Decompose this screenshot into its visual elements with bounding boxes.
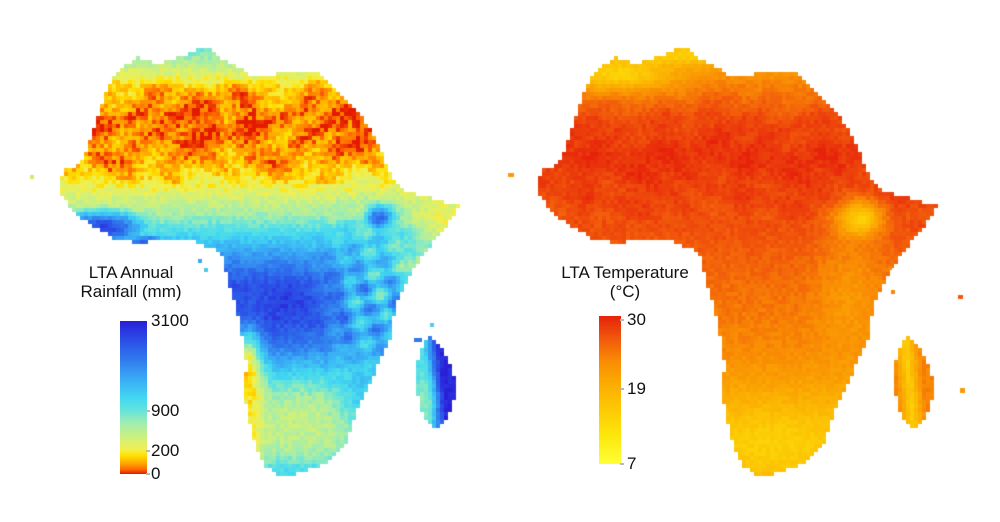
temperature-tick-mark — [620, 387, 624, 390]
temperature-tick-mark — [620, 319, 624, 322]
temperature-tick-mark — [620, 463, 624, 465]
rainfall-tick-mark — [146, 450, 150, 453]
temperature-title-line1: LTA Temperature — [561, 263, 689, 282]
temperature-tick-label-7: 7 — [627, 454, 637, 473]
temperature-tick-label-30: 30 — [627, 310, 646, 330]
rainfall-tick-mark — [146, 473, 150, 475]
rainfall-tick-label-200: 200 — [151, 441, 180, 461]
rainfall-tick-label-0: 0 — [151, 464, 161, 483]
rainfall-colorbar — [120, 321, 147, 474]
rainfall-title-line2: Rainfall (mm) — [80, 282, 182, 301]
temperature-legend-title: LTA Temperature (°C) — [525, 263, 725, 301]
rainfall-legend-title: LTA Annual Rainfall (mm) — [31, 263, 231, 301]
rainfall-tick-label-900: 900 — [151, 401, 180, 421]
rainfall-tick-mark — [146, 410, 150, 413]
rainfall-tick-label-3100: 3100 — [151, 311, 189, 330]
temperature-colorbar — [599, 316, 621, 464]
rainfall-title-line1: LTA Annual — [88, 263, 174, 282]
temperature-tick-label-19: 19 — [627, 378, 646, 398]
temperature-title-line2: (°C) — [609, 282, 641, 301]
